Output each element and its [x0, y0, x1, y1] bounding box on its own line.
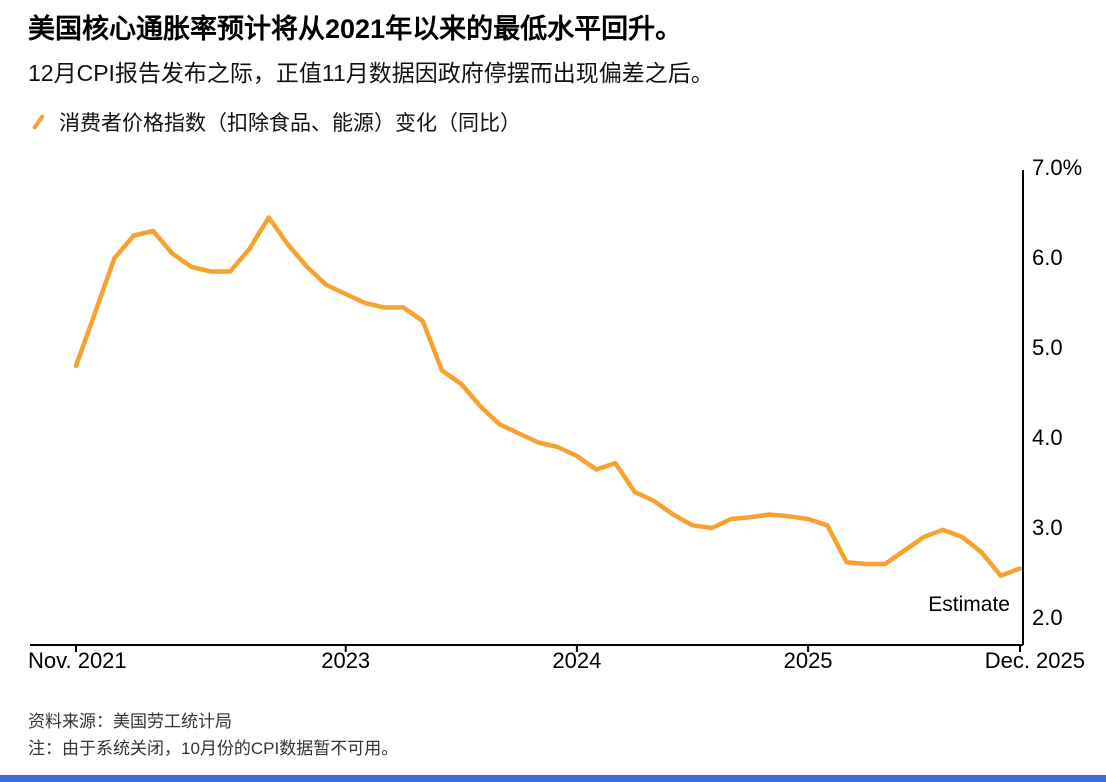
- y-axis-tick-label: 4.0: [1032, 425, 1063, 450]
- y-axis-tick-label: 3.0: [1032, 515, 1063, 540]
- x-axis-tick-label: 2023: [321, 648, 371, 673]
- line-series-icon: [31, 113, 46, 131]
- chart-subtitle: 12月CPI报告发布之际，正值11月数据因政府停摆而出现偏差之后。: [28, 60, 714, 86]
- line-chart: [30, 170, 1024, 652]
- legend-label: 消费者价格指数（扣除食品、能源）变化（同比）: [59, 112, 521, 135]
- x-axis-tick-label: 2024: [552, 648, 602, 673]
- x-axis-tick-label: Dec. 2025: [984, 648, 1085, 673]
- bottom-accent-bar: [0, 775, 1106, 782]
- cpi-line-series: [73, 215, 1023, 578]
- x-axis-tick-label: 2025: [783, 648, 833, 673]
- legend: 消费者价格指数（扣除食品、能源）变化（同比）: [30, 107, 521, 137]
- x-axis-ticks: [75, 645, 1021, 652]
- x-axis-tick-label: Nov. 2021: [28, 648, 127, 673]
- y-axis-tick-label: 7.0%: [1032, 155, 1083, 180]
- y-axis-tick-label: 2.0: [1032, 605, 1063, 630]
- note-text: 注：由于系统关闭，10月份的CPI数据暂不可用。: [28, 739, 399, 758]
- y-axis-tick-label: 5.0: [1032, 335, 1063, 360]
- estimate-annotation: Estimate: [928, 593, 1010, 616]
- source-text: 资料来源：美国劳工统计局: [28, 712, 232, 731]
- chart-title: 美国核心通胀率预计将从2021年以来的最低水平回升。: [28, 14, 683, 44]
- y-axis-tick-label: 6.0: [1032, 245, 1063, 270]
